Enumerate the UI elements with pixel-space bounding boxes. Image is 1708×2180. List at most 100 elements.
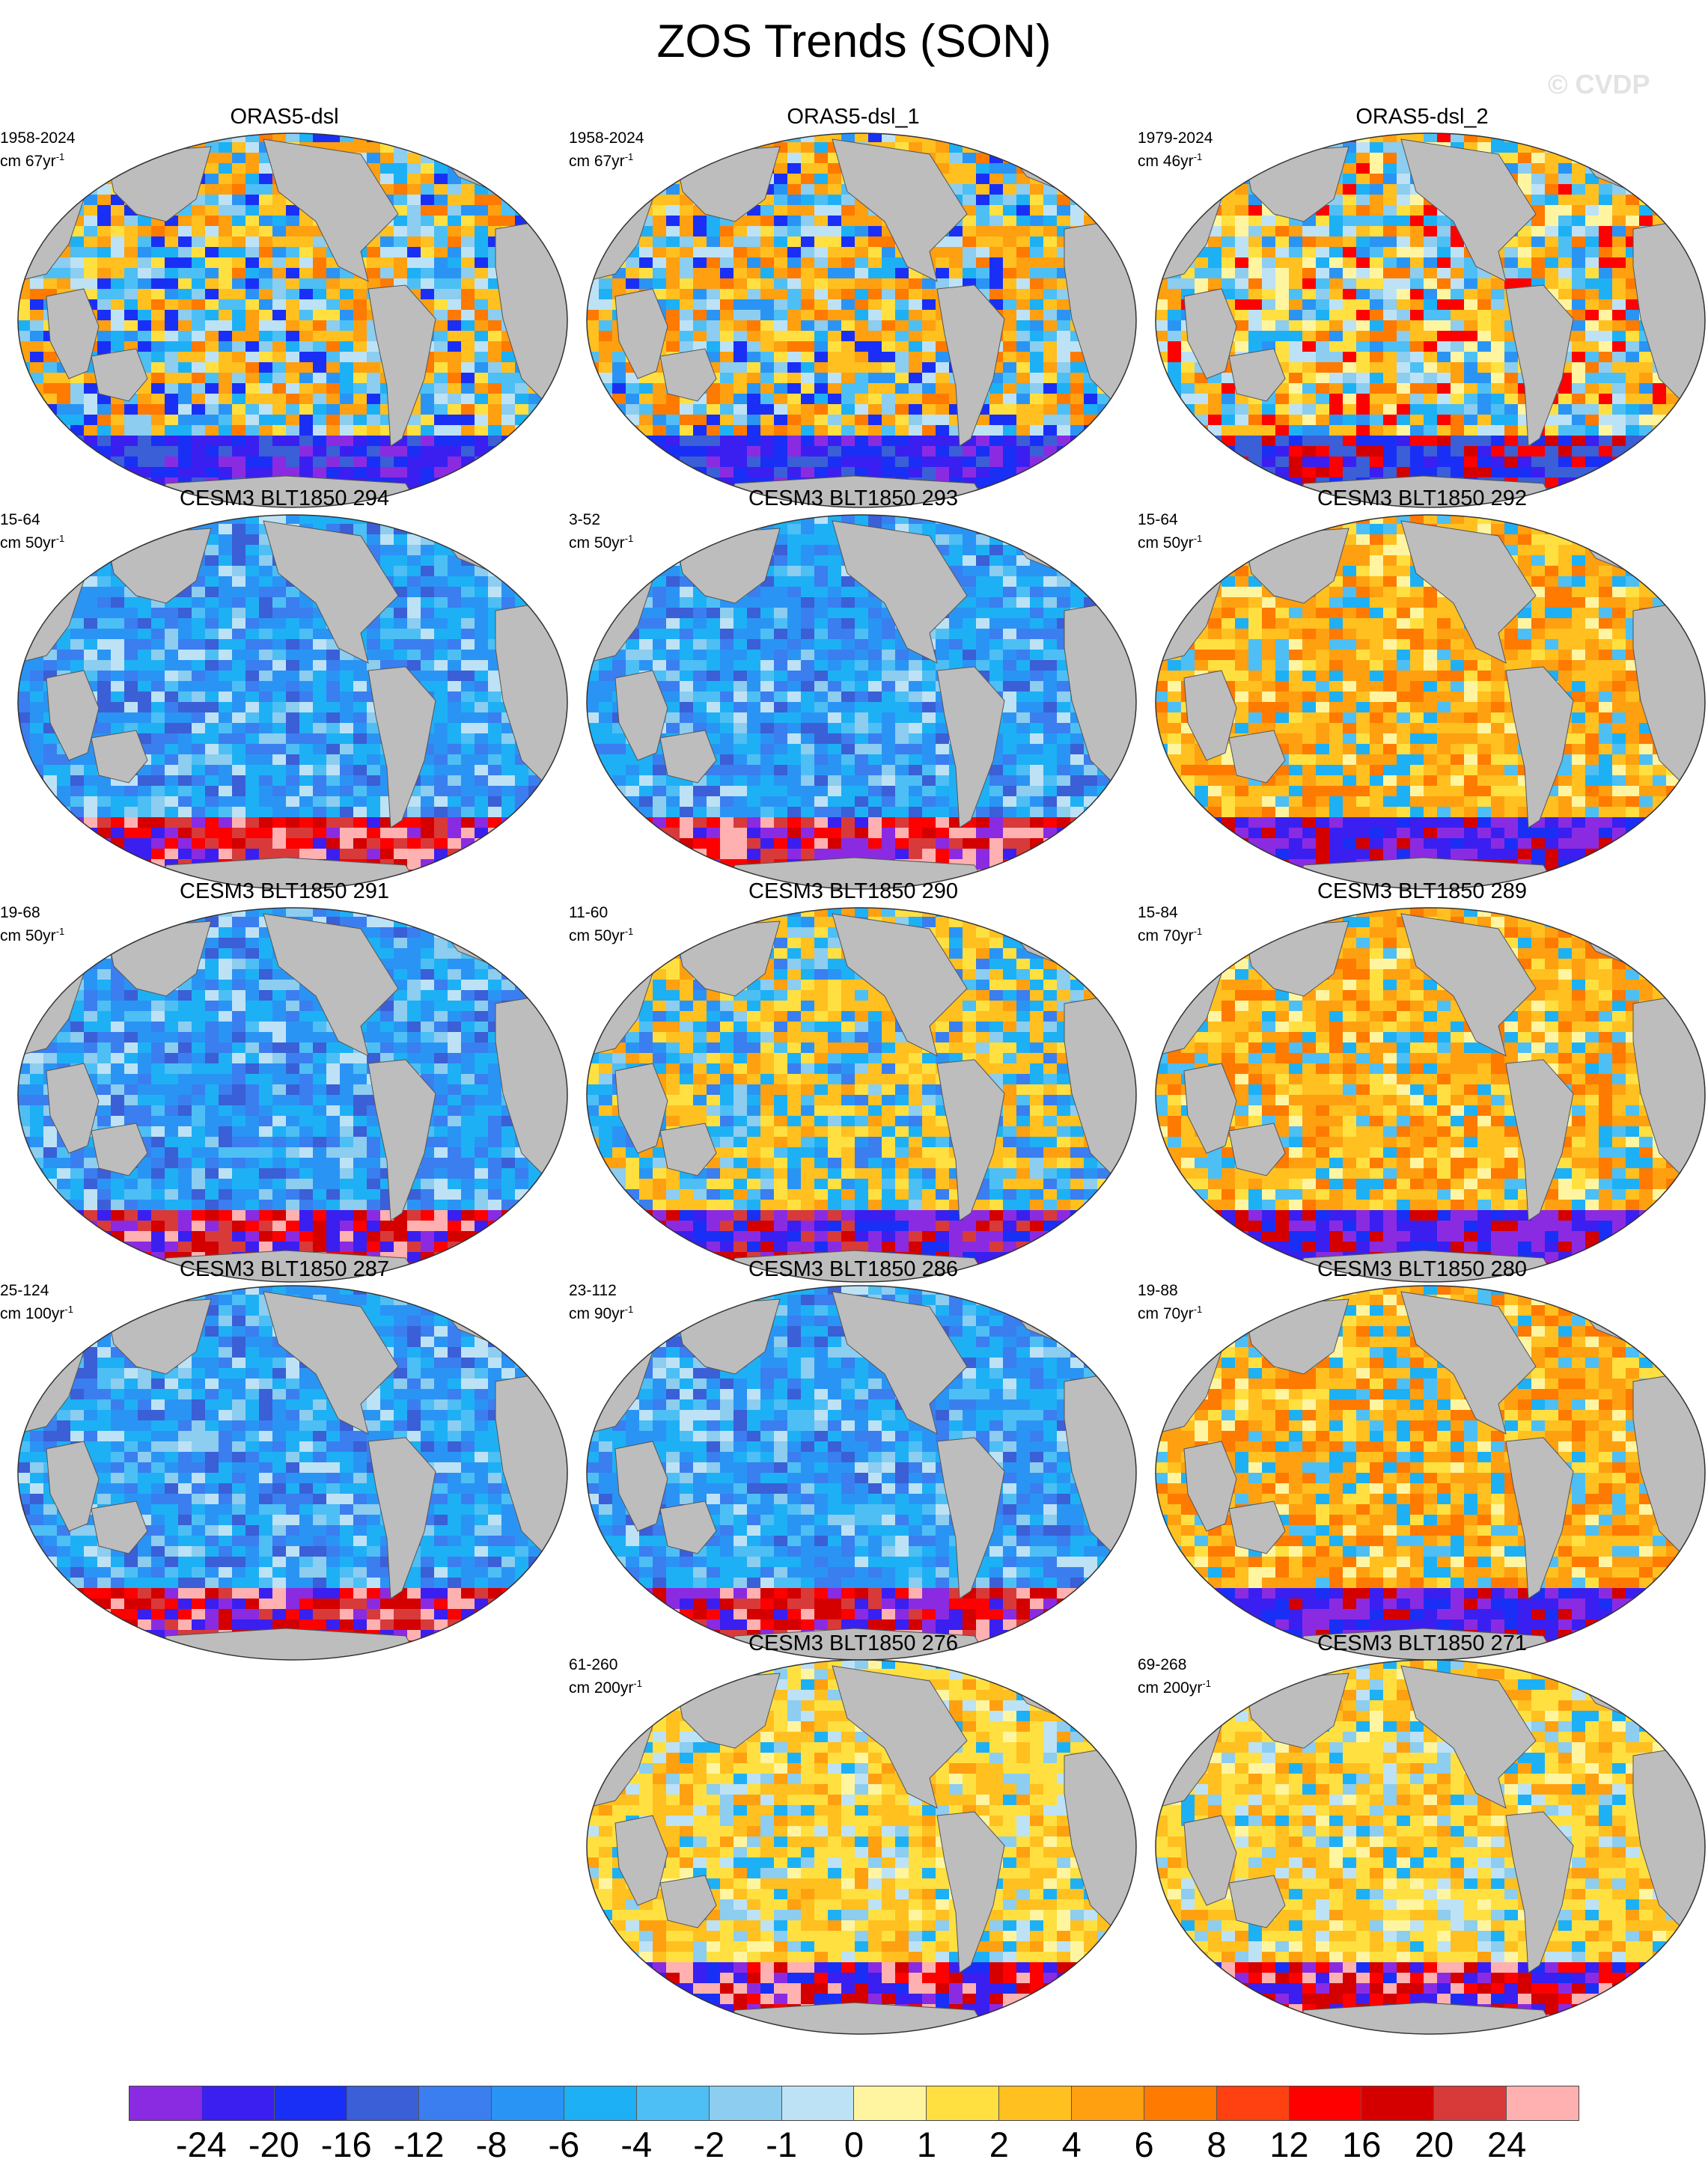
panel-title: CESM3 BLT1850 280 — [1138, 1257, 1707, 1282]
panel-units: cm 70yr — [1138, 927, 1194, 944]
ocean-trend-map — [1155, 1659, 1706, 2035]
map-panel: CESM3 BLT1850 292 15-64 cm 50yr-1 — [1138, 486, 1707, 891]
panel-units: cm 46yr — [1138, 153, 1194, 170]
panel-period-label: 15-84 cm 70yr-1 — [1138, 903, 1202, 945]
cvdp-watermark: © CVDP — [1548, 69, 1650, 100]
panel-title: CESM3 BLT1850 276 — [569, 1631, 1138, 1656]
map-panel: ORAS5-dsl_1 1958-2024 cm 67yr-1 — [569, 105, 1138, 509]
panel-units: cm 90yr — [569, 1305, 625, 1322]
panel-units-superscript: -1 — [64, 1304, 73, 1315]
colorbar-tick-label: 12 — [1269, 2124, 1308, 2165]
ocean-trend-map — [1155, 907, 1706, 1283]
panel-units: cm 67yr — [0, 153, 56, 170]
colorbar-swatch — [1289, 2086, 1362, 2120]
map-panel: CESM3 BLT1850 287 25-124 cm 100yr-1 — [0, 1257, 569, 1661]
colorbar-tick-label: 0 — [844, 2124, 864, 2165]
panel-period: 11-60 — [569, 904, 608, 921]
panel-units-superscript: -1 — [633, 1678, 642, 1689]
ocean-trend-map — [17, 514, 568, 890]
ocean-trend-map — [586, 907, 1137, 1283]
panel-units-superscript: -1 — [625, 926, 634, 937]
ocean-trend-map — [1155, 132, 1706, 508]
colorbar-tick-label: -2 — [693, 2124, 725, 2165]
panel-period: 15-84 — [1138, 904, 1178, 921]
colorbar-tick-label: -8 — [476, 2124, 507, 2165]
colorbar-tick-label: -4 — [620, 2124, 652, 2165]
panel-period: 1958-2024 — [569, 129, 644, 147]
map-panel: ORAS5-dsl 1958-2024 cm 67yr-1 — [0, 105, 569, 509]
colorbar-swatch — [1144, 2086, 1217, 2120]
map-panel: CESM3 BLT1850 293 3-52 cm 50yr-1 — [569, 486, 1138, 891]
panel-period-label: 19-68 cm 50yr-1 — [0, 903, 64, 945]
panel-units: cm 100yr — [0, 1305, 64, 1322]
colorbar-swatch — [709, 2086, 782, 2120]
ocean-trend-map — [17, 907, 568, 1283]
panel-units-superscript: -1 — [625, 1304, 634, 1315]
panel-period-label: 15-64 cm 50yr-1 — [0, 510, 64, 552]
colorbar-tick-label: 1 — [917, 2124, 936, 2165]
panel-units-superscript: -1 — [56, 151, 65, 162]
colorbar-tick-label: 8 — [1207, 2124, 1226, 2165]
ocean-trend-map — [1155, 1285, 1706, 1661]
panel-units: cm 50yr — [569, 927, 625, 944]
map-panel: ORAS5-dsl_2 1979-2024 cm 46yr-1 — [1138, 105, 1707, 509]
ocean-trend-map — [17, 1285, 568, 1661]
panel-period-label: 11-60 cm 50yr-1 — [569, 903, 633, 945]
colorbar-swatch — [1434, 2086, 1507, 2120]
colorbar-swatch — [999, 2086, 1072, 2120]
panel-title: CESM3 BLT1850 287 — [0, 1257, 569, 1282]
panel-title: ORAS5-dsl_1 — [569, 105, 1138, 129]
colorbar-tick-label: -12 — [394, 2124, 445, 2165]
colorbar-swatch — [1507, 2086, 1579, 2120]
ocean-trend-map — [586, 132, 1137, 508]
ocean-trend-map — [1155, 514, 1706, 890]
colorbar — [129, 2086, 1579, 2121]
ocean-trend-map — [586, 1285, 1137, 1661]
colorbar-swatch — [492, 2086, 565, 2120]
figure-title: ZOS Trends (SON) — [0, 15, 1708, 68]
colorbar-swatch — [1216, 2086, 1290, 2120]
colorbar-swatch — [1361, 2086, 1435, 2120]
panel-title: CESM3 BLT1850 271 — [1138, 1631, 1707, 1656]
colorbar-tick-label: 4 — [1062, 2124, 1082, 2165]
panel-units-superscript: -1 — [1194, 533, 1203, 544]
panel-period: 19-88 — [1138, 1282, 1178, 1299]
panel-period: 15-64 — [1138, 511, 1178, 528]
panel-units-superscript: -1 — [625, 533, 634, 544]
map-panel: CESM3 BLT1850 276 61-260 cm 200yr-1 — [569, 1631, 1138, 2036]
panel-units-superscript: -1 — [56, 533, 65, 544]
panel-period-label: 25-124 cm 100yr-1 — [0, 1281, 73, 1323]
map-panel: CESM3 BLT1850 280 19-88 cm 70yr-1 — [1138, 1257, 1707, 1661]
colorbar-swatch — [564, 2086, 637, 2120]
panel-units-superscript: -1 — [56, 926, 65, 937]
colorbar-tick-label: -16 — [321, 2124, 372, 2165]
panel-units-superscript: -1 — [1194, 151, 1203, 162]
map-panel: CESM3 BLT1850 289 15-84 cm 70yr-1 — [1138, 879, 1707, 1283]
colorbar-swatch — [129, 2086, 202, 2120]
panel-period: 15-64 — [0, 511, 40, 528]
colorbar-tick-label: 24 — [1487, 2124, 1526, 2165]
panel-units: cm 50yr — [569, 534, 625, 552]
colorbar-swatch — [201, 2086, 275, 2120]
panel-title: CESM3 BLT1850 290 — [569, 879, 1138, 904]
colorbar-tick-label: -1 — [766, 2124, 797, 2165]
panel-period-label: 1958-2024 cm 67yr-1 — [569, 129, 644, 171]
map-panel: CESM3 BLT1850 271 69-268 cm 200yr-1 — [1138, 1631, 1707, 2036]
panel-period-label: 19-88 cm 70yr-1 — [1138, 1281, 1202, 1323]
panel-period: 1958-2024 — [0, 129, 75, 147]
colorbar-swatch — [781, 2086, 855, 2120]
panel-units: cm 200yr — [569, 1679, 633, 1697]
panel-period-label: 61-260 cm 200yr-1 — [569, 1655, 642, 1697]
panel-period: 25-124 — [0, 1282, 49, 1299]
map-panel: CESM3 BLT1850 290 11-60 cm 50yr-1 — [569, 879, 1138, 1283]
panel-title: CESM3 BLT1850 294 — [0, 486, 569, 511]
panel-period-label: 69-268 cm 200yr-1 — [1138, 1655, 1211, 1697]
panel-units: cm 67yr — [569, 153, 625, 170]
panel-period-label: 1979-2024 cm 46yr-1 — [1138, 129, 1213, 171]
colorbar-swatch — [854, 2086, 927, 2120]
panel-title: ORAS5-dsl_2 — [1138, 105, 1707, 129]
colorbar-tick-label: 20 — [1415, 2124, 1454, 2165]
colorbar-tick-label: -20 — [248, 2124, 299, 2165]
panel-period: 69-268 — [1138, 1656, 1186, 1673]
panel-title: CESM3 BLT1850 292 — [1138, 486, 1707, 511]
